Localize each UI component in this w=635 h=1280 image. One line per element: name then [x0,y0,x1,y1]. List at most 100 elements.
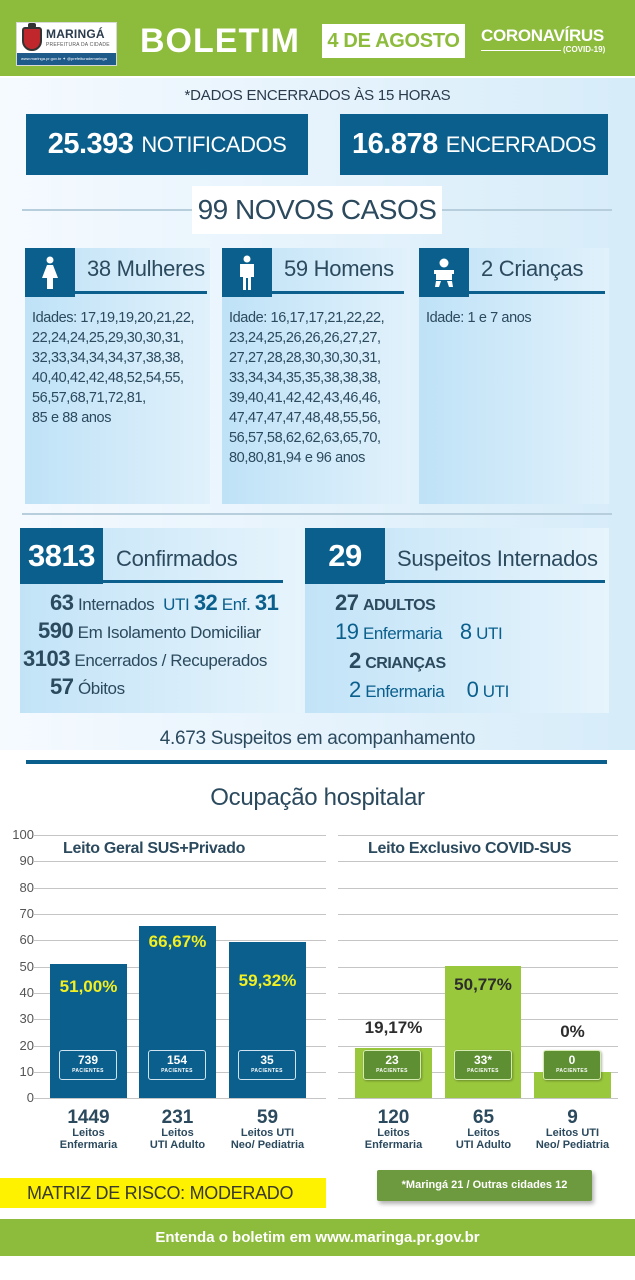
beds-count: 59 [256,1107,279,1128]
divider [385,580,605,583]
city-crest-icon [22,23,42,51]
children-detail-row: 2 Enfermaria 0 UTI [349,677,509,703]
children-icu-count: 0 [466,677,479,702]
beds-type: Leitos [161,1127,194,1139]
monitoring-count: 4.673 Suspeitos em acompanhamento [159,728,476,749]
patients-badge: 739 PACIENTES [59,1050,117,1080]
y-tick: 40 [19,985,34,1000]
beds-type: Enfermaria [364,1139,423,1151]
women-title: 38 Mulheres [87,256,205,281]
ward-count: 31 [254,590,279,615]
patients-label: PACIENTES [467,1068,499,1074]
beds-type: UTI Adulto [149,1139,206,1151]
page-title: BOLETIM [140,22,300,60]
maringa-logo: MARINGÁ PREFEITURA DA CIDADE www.maringa… [16,22,117,66]
suspects-total: 29 [305,528,385,584]
patients-count: 739 [77,1053,99,1067]
patients-count: 35 [260,1053,274,1067]
gridline [34,914,326,915]
divider [272,291,404,294]
bar-value-label: 59,32% [238,971,297,990]
new-cases-heading: 99 NOVOS CASOS [192,186,442,234]
icu-origin-note: *Maringá 21 / Outras cidades 12 [377,1170,592,1201]
divider [103,580,283,583]
divider [22,513,612,515]
children-ward-count: 2 [349,677,361,702]
notificados-count: 25.393 [47,128,134,160]
recovered-label: Encerrados / Recuperados [74,651,268,670]
bulletin-date: 4 DE AGOSTO [322,24,465,58]
bar-value-label: 50,77% [454,975,512,994]
chart-title-covid: Leito Exclusivo COVID-SUS [366,840,574,858]
recovered-row: 3103 Encerrados / Recuperados [23,646,267,672]
beds-type: Neo/ Pediatria [230,1139,305,1151]
children-icu-label: UTI [482,682,510,701]
patients-badge: 35 PACIENTES [238,1050,296,1080]
children-ages: Idade: 1 e 7 anos [426,310,532,326]
adults-icu-count: 8 [459,619,472,644]
beds-label: 1449 Leitos Enfermaria [40,1108,137,1151]
encerrados-label: ENCERRADOS [445,131,597,157]
coronavirus-label: CORONAVÍRUS [481,26,604,45]
gridline [34,888,326,889]
deaths-row: 57 Óbitos [50,674,125,700]
gridline [338,914,618,915]
beds-type: Leitos [72,1127,105,1139]
hospitalized-label: Internados [77,595,155,614]
baby-icon [419,248,469,297]
women-card: 38 Mulheres Idades: 17,19,19,20,21,22, 2… [25,248,210,504]
beds-type: Leitos [467,1127,500,1139]
patients-label: PACIENTES [376,1068,408,1074]
children-row: 2 CRIANÇAS [349,648,446,674]
footer-link[interactable]: Entenda o boletim em www.maringa.pr.gov.… [0,1219,635,1256]
patients-count: 33* [473,1053,493,1067]
adults-detail-row: 19 Enfermaria 8 UTI [335,619,503,645]
y-tick: 10 [19,1064,34,1079]
gridline [34,1098,326,1099]
beds-type: Leitos [377,1127,410,1139]
women-ages: Idades: 17,19,19,20,21,22, 22,24,24,25,2… [32,310,195,426]
deaths-label: Óbitos [77,679,125,698]
divider [481,50,561,51]
ward-label: Enf. [221,595,251,614]
beds-type: Enfermaria [59,1139,118,1151]
patients-badge: 0 PACIENTES [543,1050,601,1080]
patients-count: 23 [385,1053,399,1067]
suspects-block: 29 Suspeitos Internados 27 ADULTOS 19 En… [305,528,609,713]
suspects-label: Suspeitos Internados [397,546,598,571]
covid-label: (COVID-19) [563,45,606,54]
beds-label: 59 Leitos UTI Neo/ Pediatria [219,1108,316,1151]
icu-count: 32 [193,590,218,615]
beds-label: 231 Leitos UTI Adulto [129,1108,226,1151]
beds-type: Leitos UTI [240,1127,295,1139]
man-icon [222,248,272,297]
beds-count: 65 [472,1107,495,1128]
logo-subtitle: PREFEITURA DA CIDADE [46,42,110,48]
children-title: 2 Crianças [481,256,584,281]
beds-label: 65 Leitos UTI Adulto [435,1108,532,1151]
gridline [338,861,618,862]
encerrados-count: 16.878 [352,128,438,160]
isolation-count: 590 [38,618,74,643]
adults-row: 27 ADULTOS [335,590,436,616]
bar-value-label: 66,67% [148,932,207,951]
divider [26,760,607,764]
isolation-label: Em Isolamento Domiciliar [77,623,262,642]
patients-count: 0 [568,1053,576,1067]
y-tick: 20 [19,1038,34,1053]
patients-badge: 33* PACIENTES [454,1050,512,1080]
confirmed-total: 3813 [20,528,103,584]
divider [75,291,207,294]
patients-label: PACIENTES [72,1068,104,1074]
gridline [338,1098,618,1099]
adults-label: ADULTOS [362,597,436,614]
y-tick: 90 [19,853,34,868]
beds-count: 1449 [67,1107,110,1128]
y-tick: 80 [19,880,34,895]
chart-title-geral: Leito Geral SUS+Privado [61,840,248,858]
beds-label: 120 Leitos Enfermaria [345,1108,442,1151]
adults-ward-count: 19 [335,619,359,644]
y-tick: 50 [19,959,34,974]
beds-type: Leitos UTI [545,1127,600,1139]
